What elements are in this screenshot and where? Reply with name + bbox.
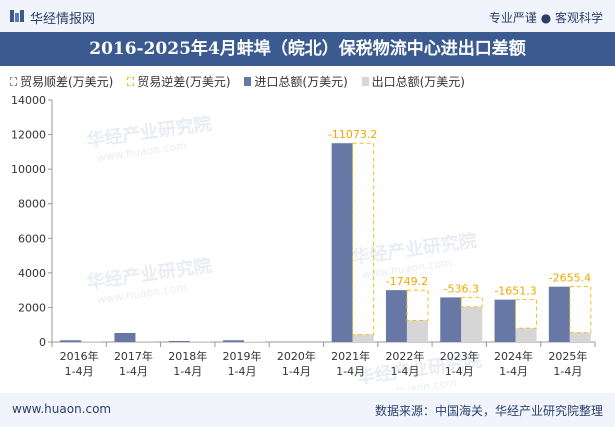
legend-label-deficit: 贸易逆差(万美元)	[137, 75, 231, 89]
y-tick-label: 10000	[11, 163, 46, 176]
title-bar: 2016-2025年4月蚌埠（皖北）保税物流中心进出口差额	[0, 32, 615, 66]
deficit-bar	[352, 142, 375, 336]
x-tick-label: 2017年	[114, 349, 153, 363]
x-tick-label: 1-4月	[336, 365, 365, 378]
export-bar	[461, 306, 483, 342]
import-bar	[440, 297, 462, 342]
deficit-data-label: -1749.2	[386, 275, 428, 288]
bar-chart: 华经产业研究院www.huaon.com华经产业研究院www.huaon.com…	[11, 94, 596, 390]
legend-swatch-import	[244, 77, 252, 86]
x-tick-label: 2022年	[385, 349, 424, 363]
slogan: 专业严谨 ● 客观科学	[488, 11, 603, 25]
legend-label-import: 进口总额(万美元)	[254, 75, 348, 89]
legend-label-export: 出口总额(万美元)	[371, 75, 465, 89]
export-bar	[244, 341, 266, 342]
y-tick-label: 12000	[11, 129, 46, 142]
legend-label-surplus: 贸易顺差(万美元)	[20, 75, 114, 89]
chart-legend: 贸易顺差(万美元) 贸易逆差(万美元) 进口总额(万美元) 出口总额(万美元)	[10, 73, 475, 91]
footer-bar: www.huaon.com 数据来源：中国海关，华经产业研究院整理	[0, 393, 615, 427]
x-tick-label: 1-4月	[282, 365, 311, 378]
legend-item-surplus: 贸易顺差(万美元)	[10, 73, 113, 90]
brand-name: 华经情报网	[30, 12, 96, 27]
deficit-data-label: -2655.4	[549, 272, 591, 285]
y-tick-label: 14000	[11, 94, 46, 107]
x-tick-label: 2025年	[548, 349, 587, 363]
y-tick-label: 2000	[18, 301, 46, 314]
deficit-data-label: -536.3	[444, 282, 479, 295]
x-tick-label: 1-4月	[119, 365, 148, 378]
x-tick-label: 2020年	[277, 349, 316, 363]
x-tick-label: 1-4月	[553, 365, 582, 378]
import-bar	[331, 143, 353, 342]
y-tick-label: 4000	[18, 267, 46, 280]
legend-swatch-export	[361, 77, 369, 86]
x-tick-label: 2016年	[60, 349, 99, 363]
import-bar	[385, 290, 407, 342]
x-tick-label: 2023年	[440, 349, 479, 363]
import-bar	[223, 340, 245, 342]
export-bar	[352, 334, 374, 342]
export-bar	[135, 340, 157, 342]
import-bar	[494, 299, 516, 342]
deficit-bar	[515, 299, 538, 329]
deficit-data-label: -1651.3	[494, 285, 536, 298]
y-tick-label: 0	[39, 336, 46, 349]
legend-item-import: 进口总额(万美元)	[244, 73, 348, 90]
deficit-bar	[406, 289, 429, 321]
x-tick-label: 1-4月	[228, 365, 257, 378]
import-bar	[60, 340, 82, 342]
x-tick-label: 2024年	[494, 349, 533, 363]
deficit-bar	[569, 286, 592, 334]
x-tick-label: 2019年	[223, 349, 262, 363]
x-tick-label: 1-4月	[499, 365, 528, 378]
y-tick-label: 6000	[18, 232, 46, 245]
import-bar	[114, 333, 136, 342]
export-bar	[569, 332, 591, 342]
footer-url: www.huaon.com	[12, 402, 112, 416]
x-tick-label: 1-4月	[390, 365, 419, 378]
watermark-layer: 华经产业研究院www.huaon.com华经产业研究院www.huaon.com…	[85, 112, 483, 390]
export-bar	[515, 328, 537, 342]
header-bar: 华经情报网 专业严谨 ● 客观科学	[0, 0, 615, 32]
x-tick-label: 2018年	[168, 349, 207, 363]
x-tick-label: 1-4月	[65, 365, 94, 378]
deficit-data-label: -11073.2	[328, 128, 377, 141]
chart-title: 2016-2025年4月蚌埠（皖北）保税物流中心进出口差额	[89, 39, 526, 59]
legend-item-deficit: 贸易逆差(万美元)	[127, 73, 231, 90]
legend-swatch-surplus	[10, 77, 17, 86]
logo-icon	[10, 10, 24, 22]
bar-layer	[60, 142, 592, 342]
legend-swatch-deficit	[127, 77, 135, 86]
export-bar	[406, 320, 428, 342]
x-tick-label: 1-4月	[445, 365, 474, 378]
legend-item-export: 出口总额(万美元)	[361, 73, 465, 90]
deficit-bar	[460, 296, 483, 308]
y-tick-label: 8000	[18, 198, 46, 211]
x-tick-label: 1-4月	[173, 365, 202, 378]
x-tick-label: 2021年	[331, 349, 370, 363]
import-bar	[548, 286, 570, 342]
import-bar	[168, 340, 190, 342]
data-source: 数据来源：中国海关，华经产业研究院整理	[374, 404, 603, 418]
label-layer: -11073.2 -1749.2 -536.3 -1651.3 -2655.4	[328, 128, 591, 297]
